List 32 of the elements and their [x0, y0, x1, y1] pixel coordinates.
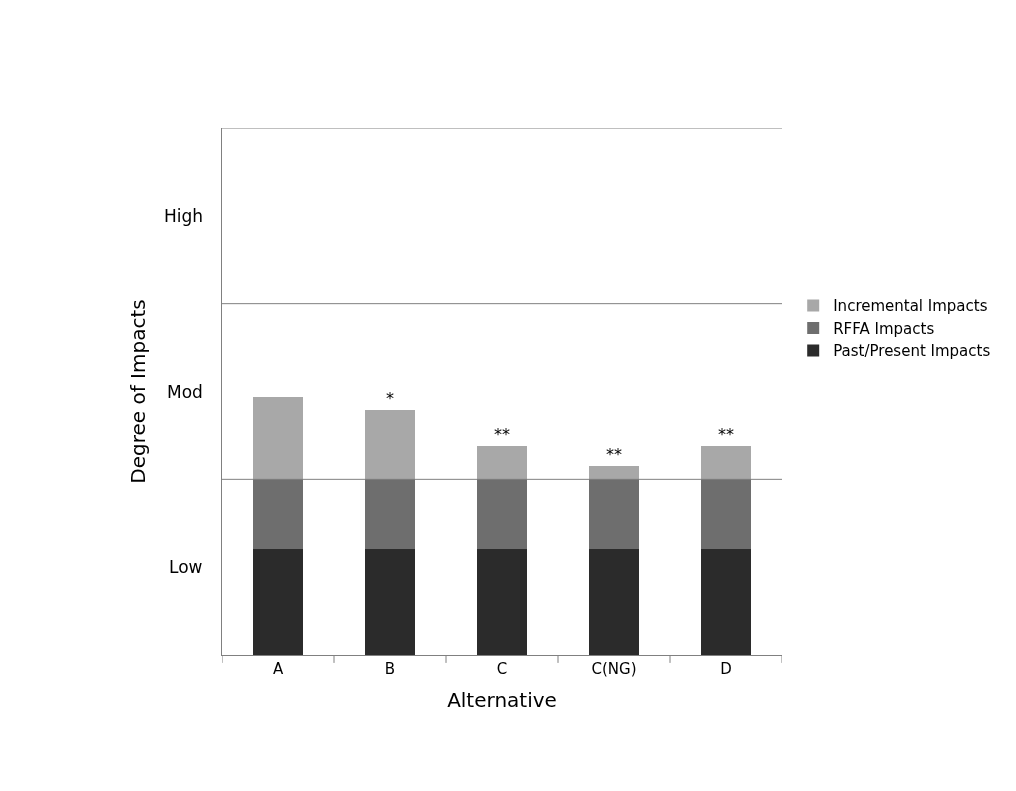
bar [476, 445, 528, 480]
bar [476, 549, 528, 655]
legend-label: Past/Present Impacts [833, 342, 991, 361]
bar [364, 549, 416, 655]
bar [476, 479, 528, 550]
x-axis-title: Alternative [447, 687, 557, 712]
legend-label: RFFA Impacts [833, 319, 935, 338]
annotation: ** [718, 425, 734, 444]
annotation: * [386, 389, 394, 408]
bar [252, 479, 304, 550]
bar [364, 409, 416, 480]
bar [252, 549, 304, 655]
bar [700, 445, 752, 480]
x-tick-label: C [496, 660, 508, 678]
text: Mod [167, 382, 203, 402]
x-tick-label: A [272, 660, 284, 678]
x-tick-label: B [384, 660, 396, 678]
x-tick-label: D [720, 660, 732, 678]
bar [588, 549, 640, 655]
bar [700, 549, 752, 655]
legend-label: Incremental Impacts [833, 297, 988, 316]
bar [700, 479, 752, 550]
bar [588, 466, 640, 480]
annotation: ** [606, 445, 622, 464]
bar [364, 479, 416, 550]
annotation: ** [494, 425, 510, 444]
bar [252, 396, 304, 480]
text: Low [169, 557, 203, 577]
y-axis-title: Degree of Impacts [125, 299, 150, 484]
bar [588, 479, 640, 550]
text: High [164, 206, 204, 226]
x-tick-label: C(NG) [591, 660, 637, 678]
